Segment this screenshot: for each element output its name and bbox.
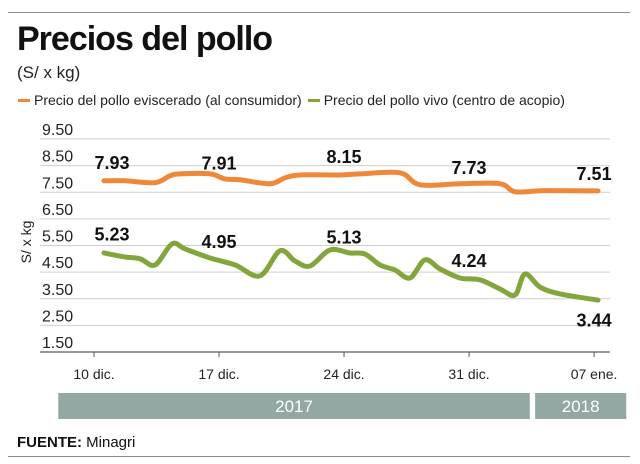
gridlines (40, 138, 610, 326)
bottom-rule (8, 456, 630, 457)
data-label: 5.13 (327, 227, 362, 247)
y-tick-labels: 9.50 8.50 7.50 6.50 5.50 4.50 3.50 2.50 1.50 (42, 122, 73, 352)
year-label: 2017 (275, 397, 313, 416)
source-value: Minagri (86, 434, 136, 451)
x-tick-label: 07 ene. (571, 366, 618, 382)
year-band (58, 393, 530, 419)
data-labels: 7.93 7.91 8.15 7.73 7.51 5.23 4.95 5.13 4.24 3.44 (94, 147, 611, 330)
x-ticks: 10 dic. 17 dic. 24 dic. 31 dic. 07 ene. (73, 352, 617, 382)
chart-title: Precios del pollo (17, 20, 273, 58)
legend-item-vivo: Precio del pollo vivo (centro de acopio) (307, 92, 565, 108)
x-tick-label: 31 dic. (448, 366, 489, 382)
series-line-vivo (101, 240, 601, 303)
data-label: 5.23 (94, 225, 129, 245)
y-tick-label: 5.50 (42, 229, 73, 246)
y-axis-label: S/ x kg (18, 221, 34, 264)
data-label: 7.51 (577, 164, 612, 184)
data-label: 8.15 (327, 147, 362, 167)
legend: Precio del pollo eviscerado (al consumid… (18, 92, 571, 108)
year-bands: 2017 2018 (58, 393, 627, 419)
data-label: 4.24 (452, 251, 487, 271)
data-label: 7.93 (94, 153, 129, 173)
legend-swatch-green (307, 98, 320, 102)
y-tick-label: 8.50 (42, 149, 73, 166)
x-tick-label: 24 dic. (323, 366, 364, 382)
top-rule (8, 12, 630, 13)
legend-label-eviscerado: Precio del pollo eviscerado (al consumid… (34, 92, 302, 108)
legend-swatch-orange (18, 98, 30, 102)
series-line-eviscerado (101, 169, 601, 195)
y-tick-label: 6.50 (42, 202, 73, 219)
data-label: 3.44 (577, 310, 612, 330)
y-tick-label: 1.50 (42, 335, 73, 352)
y-tick-label: 7.50 (42, 175, 73, 192)
x-tick-label: 17 dic. (198, 366, 239, 382)
data-label: 7.91 (201, 153, 236, 173)
y-tick-label: 2.50 (42, 308, 73, 325)
source-label: FUENTE: (17, 434, 82, 451)
year-label: 2018 (562, 397, 600, 416)
y-tick-label: 9.50 (42, 122, 73, 139)
data-label: 4.95 (201, 232, 236, 252)
year-band (535, 393, 627, 419)
y-tick-label: 3.50 (42, 282, 73, 299)
chart-subtitle: (S/ x kg) (17, 63, 81, 82)
data-label: 7.73 (452, 158, 487, 178)
y-tick-label: 4.50 (42, 255, 73, 272)
legend-label-vivo: Precio del pollo vivo (centro de acopio) (323, 92, 565, 108)
series-lines (101, 169, 601, 303)
source-note: FUENTE: Minagri (17, 434, 135, 451)
legend-item-eviscerado: Precio del pollo eviscerado (al consumid… (18, 92, 302, 108)
x-tick-label: 10 dic. (73, 366, 114, 382)
